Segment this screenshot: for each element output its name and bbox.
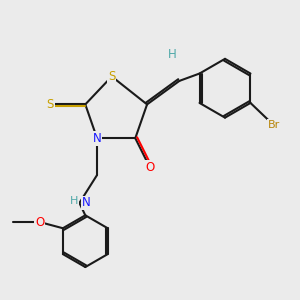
Text: O: O [35, 216, 44, 229]
Text: S: S [108, 70, 116, 83]
Text: H: H [70, 196, 78, 206]
Text: N: N [82, 196, 90, 209]
Text: S: S [46, 98, 54, 111]
Text: O: O [146, 161, 154, 174]
Text: N: N [93, 132, 101, 145]
Text: H: H [168, 48, 176, 61]
Text: Br: Br [267, 120, 280, 130]
